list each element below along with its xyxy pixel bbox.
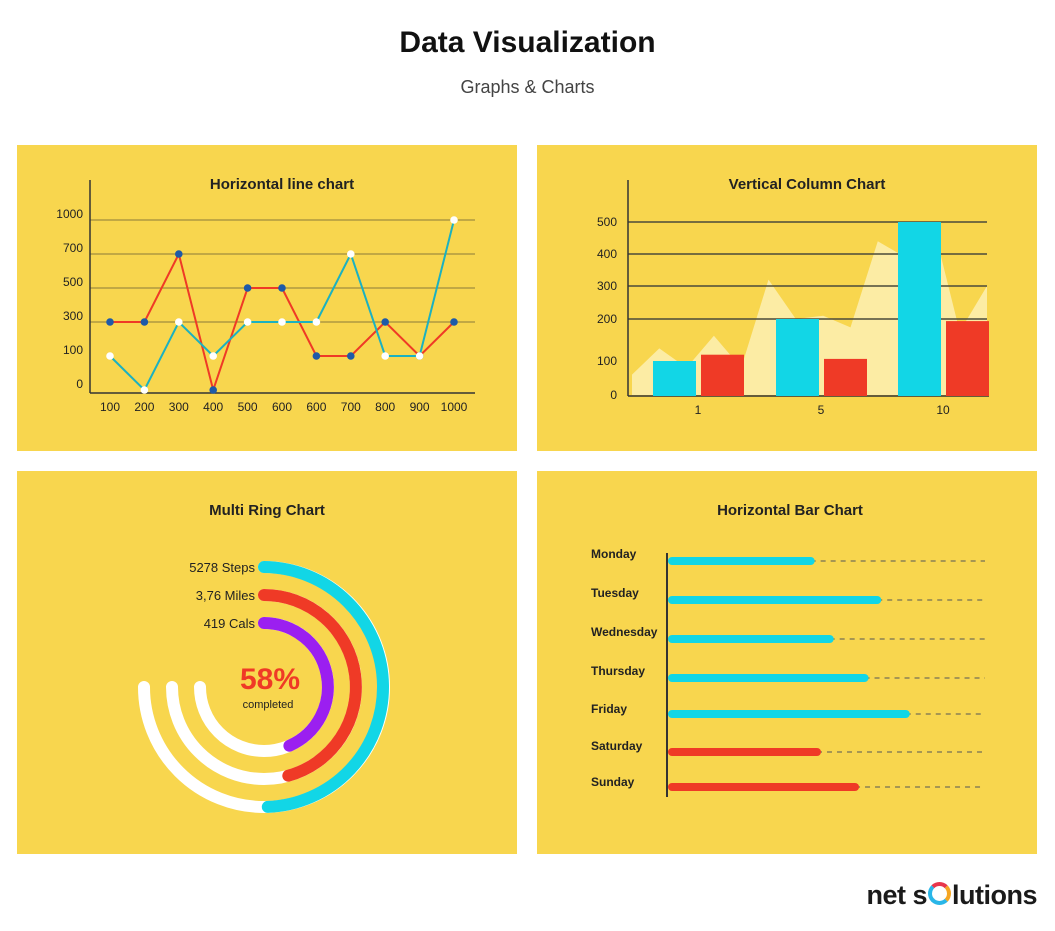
page-title: Data Visualization	[399, 26, 656, 59]
data-point-1	[381, 352, 390, 360]
y-tick-label: 0	[76, 377, 83, 391]
brand-o-icon	[928, 882, 951, 905]
data-point-0	[450, 318, 458, 326]
ring-chart-panel: Multi Ring Chart 5278 Steps 3,76 Miles 419 …	[17, 471, 517, 854]
hbar-category-label: Saturday	[591, 739, 643, 753]
ring-progress-0	[258, 561, 389, 813]
ring-progress-1	[258, 589, 362, 782]
y-tick-label: 1000	[56, 207, 83, 221]
column-bar-1	[824, 358, 867, 396]
brand-name-part1: net s	[866, 880, 927, 910]
brand-logo: net s lutions	[866, 880, 1037, 911]
page-subtitle: Graphs & Charts	[460, 77, 595, 97]
ring-chart-title: Multi Ring Chart	[209, 502, 325, 519]
data-point-0	[106, 318, 114, 326]
x-tick-label: 600	[272, 400, 292, 414]
data-point-1	[450, 216, 458, 224]
line-chart: Horizontal line chart1000700500300100010…	[56, 176, 475, 414]
y-tick-label: 400	[597, 247, 617, 261]
ring-label-2: 419 Cals	[204, 616, 256, 631]
data-point-1	[175, 318, 183, 326]
y-tick-label: 100	[63, 343, 83, 357]
y-tick-label: 300	[597, 279, 617, 293]
x-tick-label: 700	[341, 400, 361, 414]
y-tick-label: 500	[63, 275, 83, 289]
hbar-category-label: Tuesday	[591, 586, 639, 600]
ring-center-label: completed	[243, 699, 294, 711]
x-tick-label: 10	[936, 403, 950, 417]
line-chart-title: Horizontal line chart	[210, 176, 354, 193]
y-tick-label: 500	[597, 215, 617, 229]
column-bar-0	[898, 222, 941, 396]
x-tick-label: 300	[169, 400, 189, 414]
data-point-0	[175, 250, 183, 258]
x-tick-label: 5	[818, 403, 825, 417]
data-point-1	[140, 386, 149, 394]
brand-name-part2: lutions	[952, 880, 1038, 910]
column-chart: Vertical Column Chart 500 400 300 200 100 0 1 5 1…	[597, 176, 989, 417]
line-chart-panel: Horizontal line chart 1000 700 500 300 100 0 10…	[17, 145, 517, 451]
data-point-0	[347, 352, 355, 360]
ring-label-0: 5278 Steps	[189, 560, 255, 575]
data-point-1	[278, 318, 286, 326]
hbar-chart-title: Horizontal Bar Chart	[717, 502, 863, 519]
x-tick-label: 800	[375, 400, 395, 414]
hbar-category-label: Thursday	[591, 664, 645, 678]
hbar-category-label: Wednesday	[591, 625, 658, 639]
data-point-0	[209, 386, 217, 394]
y-tick-label: 100	[597, 354, 617, 368]
data-point-1	[106, 352, 114, 360]
data-point-1	[312, 318, 321, 326]
x-tick-label: 500	[238, 400, 258, 414]
ring-center-value: 58%	[240, 663, 300, 696]
data-point-0	[381, 318, 390, 326]
column-chart-panel: Vertical Column Chart 500 400 300 200 100 0 1 5 1…	[537, 145, 1037, 451]
y-tick-label: 700	[63, 241, 83, 255]
ring-progress-2	[258, 617, 334, 752]
y-tick-label: 0	[610, 388, 617, 402]
data-point-0	[140, 318, 149, 326]
data-point-1	[243, 318, 252, 326]
column-bar-1	[701, 354, 744, 396]
x-tick-label: 600	[306, 400, 326, 414]
column-bar-1	[946, 321, 989, 396]
series-line-1	[109, 219, 455, 392]
column-chart-title: Vertical Column Chart	[729, 176, 886, 193]
x-tick-label: 200	[134, 400, 154, 414]
data-point-1	[415, 352, 424, 360]
data-point-1	[209, 352, 217, 360]
column-bar-0	[653, 361, 696, 396]
x-tick-label: 1000	[441, 400, 468, 414]
hbar-category-label: Sunday	[591, 775, 635, 789]
y-tick-label: 200	[597, 312, 617, 326]
data-point-0	[312, 352, 321, 360]
y-tick-label: 300	[63, 309, 83, 323]
ring-chart: Multi Ring Chart 5278 Steps 3,76 Miles 419 …	[138, 502, 390, 813]
ring-label-1: 3,76 Miles	[196, 588, 256, 603]
data-point-0	[278, 284, 286, 292]
x-tick-label: 400	[203, 400, 223, 414]
data-point-1	[347, 250, 355, 258]
hbar-chart: Horizontal Bar Chart Monday Tuesday Wednesd…	[591, 502, 985, 797]
x-tick-label: 900	[410, 400, 430, 414]
hbar-category-label: Friday	[591, 702, 627, 716]
x-tick-label: 1	[695, 403, 702, 417]
column-bar-0	[776, 319, 819, 396]
data-point-0	[243, 284, 252, 292]
x-tick-label: 100	[100, 400, 120, 414]
hbar-category-label: Monday	[591, 547, 637, 561]
hbar-chart-panel: Horizontal Bar Chart Monday Tuesday Wednesd…	[537, 471, 1037, 854]
